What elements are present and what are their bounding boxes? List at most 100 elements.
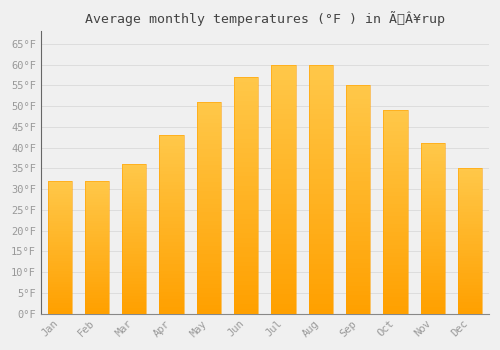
- Bar: [122, 197, 146, 200]
- Bar: [122, 242, 146, 245]
- Bar: [48, 237, 72, 239]
- Bar: [122, 281, 146, 284]
- Bar: [384, 143, 407, 147]
- Bar: [384, 285, 407, 289]
- Bar: [309, 229, 333, 234]
- Bar: [122, 179, 146, 182]
- Bar: [346, 149, 370, 154]
- Bar: [48, 247, 72, 250]
- Bar: [122, 272, 146, 275]
- Bar: [197, 216, 221, 221]
- Bar: [122, 185, 146, 188]
- Bar: [234, 134, 258, 139]
- Bar: [421, 242, 445, 246]
- Bar: [234, 210, 258, 214]
- Bar: [346, 286, 370, 291]
- Bar: [384, 245, 407, 248]
- Bar: [122, 245, 146, 248]
- Bar: [48, 205, 72, 208]
- Bar: [272, 239, 295, 244]
- Bar: [234, 139, 258, 143]
- Bar: [272, 169, 295, 174]
- Bar: [272, 119, 295, 124]
- Bar: [160, 303, 184, 307]
- Bar: [384, 265, 407, 269]
- Bar: [272, 279, 295, 284]
- Bar: [421, 249, 445, 252]
- Bar: [384, 228, 407, 232]
- Bar: [309, 294, 333, 299]
- Bar: [197, 199, 221, 204]
- Bar: [160, 221, 184, 224]
- Bar: [48, 234, 72, 237]
- Bar: [197, 140, 221, 144]
- Bar: [122, 218, 146, 221]
- Bar: [85, 194, 109, 197]
- Bar: [272, 85, 295, 90]
- Bar: [421, 266, 445, 270]
- Bar: [346, 222, 370, 227]
- Bar: [384, 293, 407, 298]
- Bar: [122, 170, 146, 173]
- Bar: [458, 244, 482, 247]
- Bar: [197, 233, 221, 238]
- Bar: [85, 306, 109, 308]
- Bar: [197, 132, 221, 136]
- Bar: [458, 267, 482, 270]
- Bar: [272, 159, 295, 164]
- Bar: [458, 250, 482, 253]
- Bar: [384, 131, 407, 135]
- Bar: [122, 305, 146, 308]
- Bar: [458, 235, 482, 238]
- Bar: [234, 105, 258, 110]
- Bar: [458, 212, 482, 215]
- Bar: [272, 269, 295, 274]
- Bar: [309, 299, 333, 304]
- Bar: [309, 154, 333, 159]
- Bar: [346, 181, 370, 186]
- Bar: [421, 307, 445, 310]
- Bar: [160, 242, 184, 246]
- Bar: [160, 174, 184, 178]
- Bar: [346, 268, 370, 273]
- Bar: [122, 233, 146, 236]
- Bar: [85, 242, 109, 245]
- Bar: [234, 82, 258, 86]
- Bar: [160, 160, 184, 164]
- Bar: [346, 159, 370, 163]
- Bar: [421, 215, 445, 218]
- Bar: [197, 119, 221, 123]
- Bar: [122, 299, 146, 302]
- Bar: [458, 197, 482, 200]
- Bar: [309, 209, 333, 214]
- Bar: [122, 182, 146, 185]
- Bar: [160, 257, 184, 260]
- Bar: [197, 178, 221, 182]
- Bar: [346, 273, 370, 277]
- Bar: [384, 183, 407, 188]
- Bar: [309, 274, 333, 279]
- Bar: [122, 278, 146, 281]
- Bar: [309, 244, 333, 249]
- Bar: [85, 183, 109, 186]
- Bar: [421, 290, 445, 293]
- Bar: [48, 303, 72, 306]
- Bar: [272, 189, 295, 194]
- Bar: [122, 221, 146, 224]
- Bar: [48, 181, 72, 183]
- Bar: [421, 171, 445, 174]
- Bar: [272, 144, 295, 149]
- Bar: [48, 282, 72, 285]
- Bar: [85, 205, 109, 208]
- Bar: [85, 191, 109, 194]
- Bar: [48, 255, 72, 258]
- Bar: [48, 306, 72, 308]
- Bar: [272, 99, 295, 105]
- Bar: [160, 217, 184, 221]
- Bar: [234, 124, 258, 129]
- Bar: [197, 280, 221, 284]
- Bar: [309, 110, 333, 114]
- Bar: [197, 301, 221, 305]
- Bar: [346, 104, 370, 108]
- Bar: [346, 250, 370, 254]
